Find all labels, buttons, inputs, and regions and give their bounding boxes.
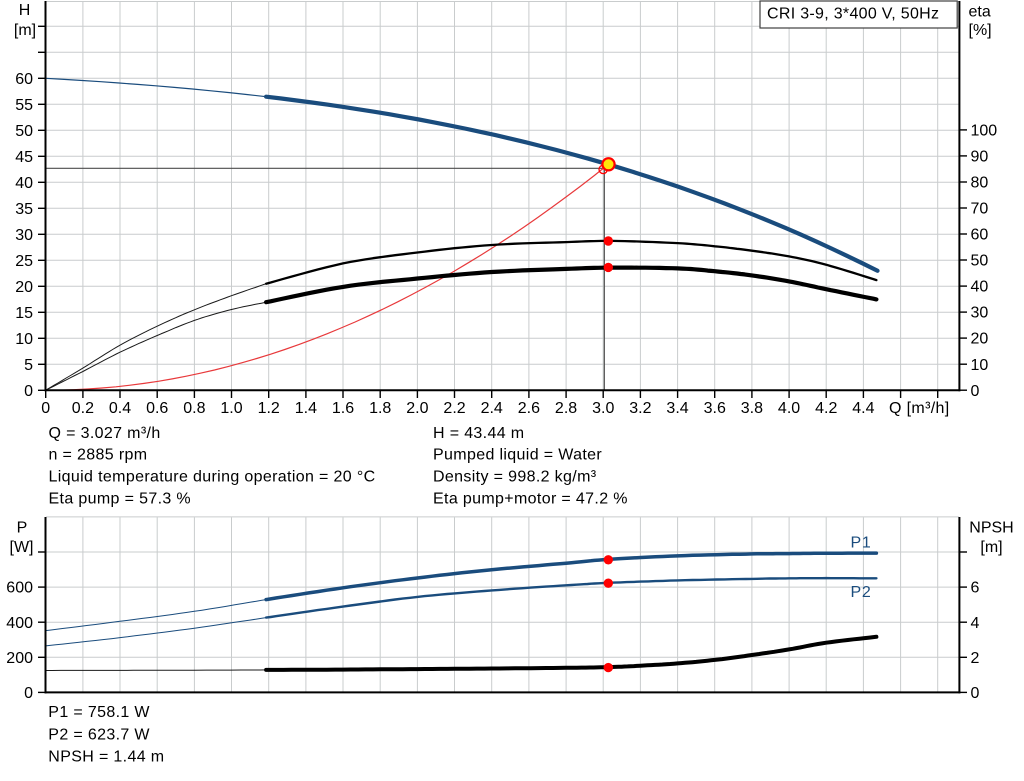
svg-text:10: 10: [15, 331, 33, 348]
svg-text:0.4: 0.4: [109, 400, 131, 417]
svg-text:1.8: 1.8: [369, 400, 391, 417]
svg-text:1.4: 1.4: [295, 400, 317, 417]
svg-text:2.4: 2.4: [481, 400, 503, 417]
svg-text:P2: P2: [851, 584, 872, 601]
svg-text:50: 50: [15, 123, 33, 140]
svg-text:20: 20: [15, 279, 33, 296]
svg-text:15: 15: [15, 305, 33, 322]
svg-text:Q = 3.027 m³/h: Q = 3.027 m³/h: [49, 425, 161, 442]
svg-text:80: 80: [971, 175, 989, 192]
svg-text:3.2: 3.2: [629, 400, 651, 417]
svg-text:30: 30: [15, 227, 33, 244]
svg-text:0: 0: [971, 383, 980, 400]
svg-text:600: 600: [6, 580, 33, 597]
svg-text:45: 45: [15, 149, 33, 166]
svg-text:[m]: [m]: [14, 22, 36, 39]
svg-text:60: 60: [15, 71, 33, 88]
svg-text:Eta pump = 57.3 %: Eta pump = 57.3 %: [49, 490, 191, 507]
svg-text:100: 100: [971, 123, 998, 140]
svg-text:0: 0: [24, 685, 33, 702]
svg-text:3.6: 3.6: [704, 400, 726, 417]
svg-text:400: 400: [6, 615, 33, 632]
svg-text:200: 200: [6, 650, 33, 667]
svg-text:10: 10: [971, 357, 989, 374]
svg-text:Liquid temperature during oper: Liquid temperature during operation = 20…: [49, 469, 376, 486]
svg-text:P1: P1: [851, 535, 872, 552]
svg-text:40: 40: [971, 279, 989, 296]
svg-text:55: 55: [15, 97, 33, 114]
svg-text:2: 2: [971, 650, 980, 667]
svg-text:50: 50: [971, 253, 989, 270]
svg-text:[%]: [%]: [969, 22, 992, 39]
svg-text:n = 2885 rpm: n = 2885 rpm: [49, 447, 148, 464]
svg-text:NPSH = 1.44 m: NPSH = 1.44 m: [48, 749, 164, 766]
svg-text:CRI 3-9, 3*400 V, 50Hz: CRI 3-9, 3*400 V, 50Hz: [767, 6, 939, 23]
svg-text:P1 = 758.1 W: P1 = 758.1 W: [48, 704, 150, 721]
svg-text:3.4: 3.4: [666, 400, 688, 417]
svg-text:NPSH: NPSH: [969, 519, 1013, 536]
svg-text:20: 20: [971, 331, 989, 348]
svg-text:1.6: 1.6: [332, 400, 354, 417]
svg-text:2.2: 2.2: [443, 400, 465, 417]
svg-text:0: 0: [24, 383, 33, 400]
svg-text:35: 35: [15, 201, 33, 218]
svg-text:H: H: [19, 2, 31, 19]
svg-text:3.8: 3.8: [741, 400, 763, 417]
svg-text:6: 6: [971, 580, 980, 597]
svg-text:4.0: 4.0: [778, 400, 800, 417]
svg-text:5: 5: [24, 357, 33, 374]
svg-text:4.2: 4.2: [815, 400, 837, 417]
svg-text:P2 = 623.7 W: P2 = 623.7 W: [48, 726, 150, 743]
svg-text:1.2: 1.2: [258, 400, 280, 417]
svg-text:60: 60: [971, 227, 989, 244]
svg-text:Q [m³/h]: Q [m³/h]: [889, 400, 950, 417]
svg-text:3.0: 3.0: [592, 400, 614, 417]
svg-text:0.6: 0.6: [146, 400, 168, 417]
svg-text:[W]: [W]: [10, 539, 34, 556]
svg-text:H = 43.44 m: H = 43.44 m: [433, 425, 524, 442]
svg-text:4.4: 4.4: [852, 400, 874, 417]
svg-text:0: 0: [41, 400, 50, 417]
svg-text:2.6: 2.6: [518, 400, 540, 417]
svg-text:2.8: 2.8: [555, 400, 577, 417]
svg-text:25: 25: [15, 253, 33, 270]
svg-text:40: 40: [15, 175, 33, 192]
svg-text:90: 90: [971, 149, 989, 166]
svg-text:[m]: [m]: [980, 539, 1002, 556]
svg-text:70: 70: [971, 201, 989, 218]
svg-text:30: 30: [971, 305, 989, 322]
svg-text:Eta pump+motor = 47.2 %: Eta pump+motor = 47.2 %: [433, 490, 628, 507]
svg-text:0.2: 0.2: [72, 400, 94, 417]
svg-text:Pumped liquid = Water: Pumped liquid = Water: [433, 447, 602, 464]
svg-text:P: P: [17, 519, 28, 536]
svg-text:0.8: 0.8: [183, 400, 205, 417]
svg-text:4: 4: [971, 615, 980, 632]
svg-text:eta: eta: [969, 4, 991, 21]
svg-text:2.0: 2.0: [406, 400, 428, 417]
svg-text:0: 0: [971, 685, 980, 702]
svg-text:Density = 998.2 kg/m³: Density = 998.2 kg/m³: [433, 469, 597, 486]
svg-text:1.0: 1.0: [220, 400, 242, 417]
